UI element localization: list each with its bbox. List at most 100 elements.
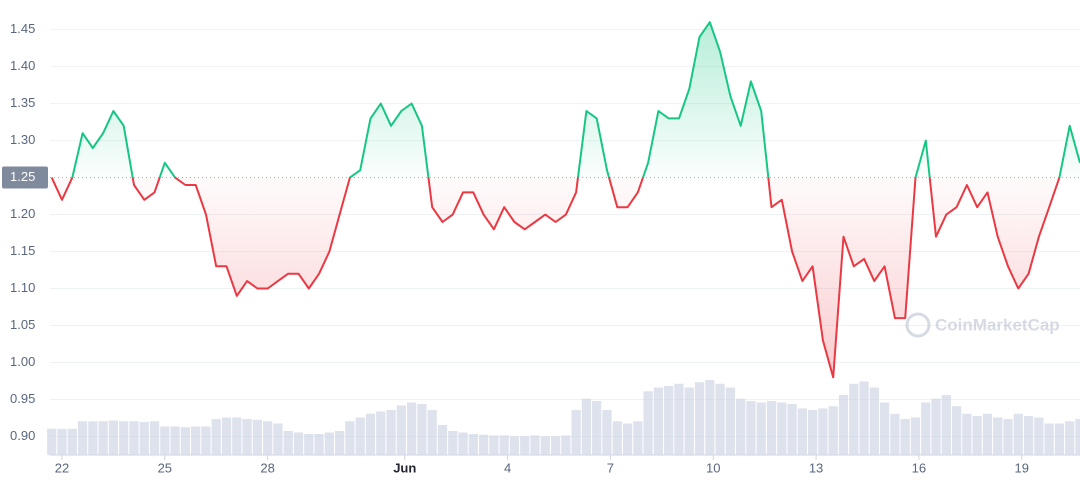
volume-bar (849, 383, 859, 455)
volume-bar (191, 426, 201, 455)
volume-bar (88, 421, 98, 455)
x-tick-label: 28 (260, 460, 274, 475)
volume-bar (211, 419, 221, 455)
x-tick-label: 16 (912, 460, 926, 475)
volume-bar (828, 406, 838, 455)
volume-bar (283, 431, 293, 455)
x-tick-label: 25 (158, 460, 172, 475)
x-tick-label: 7 (607, 460, 614, 475)
volume-bar (571, 410, 581, 455)
volume-bar (119, 421, 129, 455)
volume-bar (602, 410, 612, 455)
volume-bar (1044, 423, 1054, 455)
volume-bar (396, 405, 406, 455)
volume-bar (129, 421, 139, 455)
volume-bar (684, 387, 694, 455)
volume-bar (77, 421, 88, 455)
volume-bar (355, 417, 365, 455)
watermark: CoinMarketCap (905, 312, 1060, 338)
volume-bar (448, 431, 458, 455)
volume-bar (674, 383, 684, 455)
y-tick-label: 1.35 (10, 95, 35, 110)
volume-bar (499, 435, 509, 455)
volume-bar (550, 436, 561, 455)
volume-bar (67, 428, 77, 455)
volume-bar (787, 404, 797, 455)
y-tick-label: 1.00 (10, 354, 35, 369)
volume-bar (221, 417, 232, 455)
price-area (51, 22, 1080, 378)
volume-bar (293, 432, 304, 455)
volume-bar (797, 408, 807, 455)
volume-bar (643, 391, 653, 455)
volume-bar (406, 402, 417, 455)
volume-bar (139, 422, 149, 455)
volume-bar (376, 411, 386, 455)
volume-bar (201, 426, 211, 455)
volume-bar (725, 387, 736, 455)
y-tick-label: 1.10 (10, 280, 35, 295)
volume-bar (962, 413, 972, 455)
x-tick-label: 10 (706, 460, 720, 475)
volume-bar (869, 387, 879, 455)
volume-bar (417, 404, 427, 455)
y-tick-label: 1.40 (10, 58, 35, 73)
volume-bar (345, 421, 355, 455)
volume-bar (263, 421, 273, 455)
volume-bar (149, 421, 160, 455)
y-tick-label: 1.05 (10, 317, 35, 332)
volume-bar (756, 402, 766, 455)
volume-bar (324, 432, 334, 455)
baseline-label-box (2, 166, 48, 189)
volume-bar (520, 436, 530, 455)
volume-bar (736, 398, 746, 455)
volume-bar (993, 417, 1003, 455)
volume-bar (982, 413, 993, 455)
volume-bar (335, 431, 345, 455)
volume-bar (437, 425, 448, 455)
volume-bar (910, 417, 921, 455)
y-tick-label: 1.45 (10, 21, 35, 36)
volume-bar (232, 417, 242, 455)
volume-bar (612, 421, 622, 455)
y-tick-label: 0.90 (10, 428, 35, 443)
volume-bar (653, 387, 664, 455)
y-tick-label: 1.15 (10, 243, 35, 258)
volume-bar (489, 435, 499, 455)
volume-bar (478, 434, 489, 455)
volume-bar (304, 434, 314, 455)
volume-bar (427, 410, 437, 455)
watermark-text: CoinMarketCap (935, 315, 1060, 334)
volume-bar (180, 427, 191, 455)
volume-bar (921, 402, 931, 455)
volume-bar (951, 406, 962, 455)
volume-bar (530, 435, 540, 455)
volume-bar (694, 382, 705, 455)
volume-bar (808, 410, 818, 455)
volume-bar (273, 423, 283, 455)
volume-bar (314, 434, 324, 455)
volume-bar (386, 410, 396, 455)
volume-bar (242, 419, 252, 455)
volume-bar (108, 420, 119, 455)
volume-bar (838, 395, 849, 455)
volume-bar (900, 419, 910, 455)
volume-bar (98, 421, 108, 455)
volume-bar (972, 416, 982, 455)
volume-bar (766, 401, 777, 455)
volume-bar (509, 436, 520, 455)
volume-bar (818, 408, 828, 455)
x-tick-label: 19 (1014, 460, 1028, 475)
volume-bar (458, 432, 468, 455)
volume-bar (746, 401, 756, 455)
volume-bar (1013, 413, 1023, 455)
volume-bar (1075, 419, 1080, 455)
volume-bar (931, 398, 941, 455)
volume-bar (468, 434, 478, 455)
volume-bar (664, 386, 674, 455)
y-tick-label: 1.30 (10, 132, 35, 147)
volume-bar (540, 436, 550, 455)
volume-bar (1065, 421, 1075, 455)
x-tick-label: 4 (504, 460, 511, 475)
